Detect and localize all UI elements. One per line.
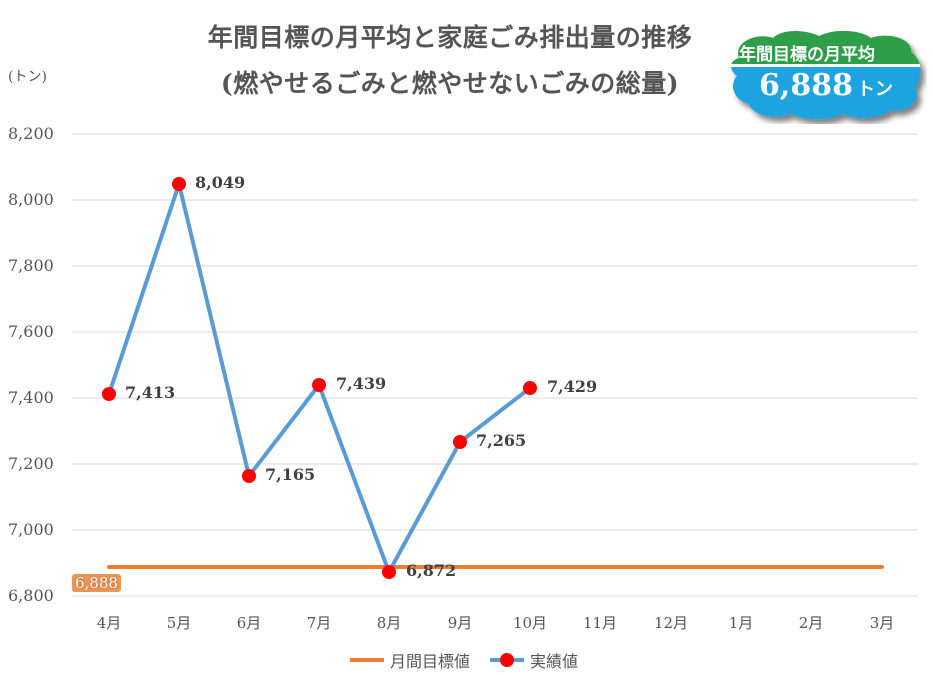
actual-line <box>107 182 532 574</box>
y-tick: 7,400 <box>8 388 54 407</box>
y-tick: 7,000 <box>8 520 54 539</box>
actual-markers <box>102 177 537 579</box>
legend-label-target: 月間目標値 <box>390 652 471 671</box>
x-tick: 12月 <box>653 614 689 632</box>
x-tick: 7月 <box>306 614 332 632</box>
gridlines <box>72 133 918 597</box>
chart-title-line2: (燃やせるごみと燃やせないごみの総量) <box>220 69 680 98</box>
y-tick: 6,800 <box>8 586 54 605</box>
data-label: 7,413 <box>125 383 176 402</box>
data-label: 7,429 <box>547 377 598 396</box>
y-tick: 8,200 <box>8 124 54 143</box>
data-label: 7,165 <box>265 465 316 484</box>
x-tick: 1月 <box>728 614 754 632</box>
x-tick: 2月 <box>798 614 824 632</box>
x-tick: 11月 <box>582 614 618 632</box>
blue-line-red-marker-icon <box>490 653 525 667</box>
data-label: 7,439 <box>336 374 387 393</box>
badge-unit: トン <box>856 79 893 100</box>
y-tick: 7,200 <box>8 454 54 473</box>
badge-number: 6,888 <box>759 68 853 103</box>
annual-target-badge: 年間目標の月平均 6,888 トン <box>727 28 927 124</box>
y-axis-unit: (トン) <box>8 69 47 85</box>
y-tick: 7,800 <box>8 256 54 275</box>
x-tick: 3月 <box>869 614 895 632</box>
legend: 月間目標値 実績値 <box>348 648 578 672</box>
x-tick: 6月 <box>236 614 262 632</box>
data-label: 8,049 <box>195 173 246 192</box>
chart-title-line1: 年間目標の月平均と家庭ごみ排出量の推移 <box>207 23 693 52</box>
y-tick: 7,600 <box>8 322 54 341</box>
x-tick: 4月 <box>96 614 122 632</box>
data-label: 7,265 <box>476 431 527 450</box>
x-tick: 8月 <box>376 614 402 632</box>
legend-label-actual: 実績値 <box>530 652 579 671</box>
legend-item-actual: 実績値 <box>488 648 578 672</box>
orange-line-icon <box>350 658 384 662</box>
x-tick: 5月 <box>166 614 192 632</box>
x-tick: 10月 <box>512 614 548 632</box>
target-value-label: 6,888 <box>72 574 121 592</box>
legend-item-target: 月間目標値 <box>348 648 470 672</box>
cloud-shape-icon <box>731 30 921 120</box>
data-label: 6,872 <box>406 561 457 580</box>
x-tick: 9月 <box>447 614 473 632</box>
badge-label: 年間目標の月平均 <box>739 45 875 65</box>
badge-value: 6,888 トン <box>759 68 893 103</box>
y-tick: 8,000 <box>8 190 54 209</box>
